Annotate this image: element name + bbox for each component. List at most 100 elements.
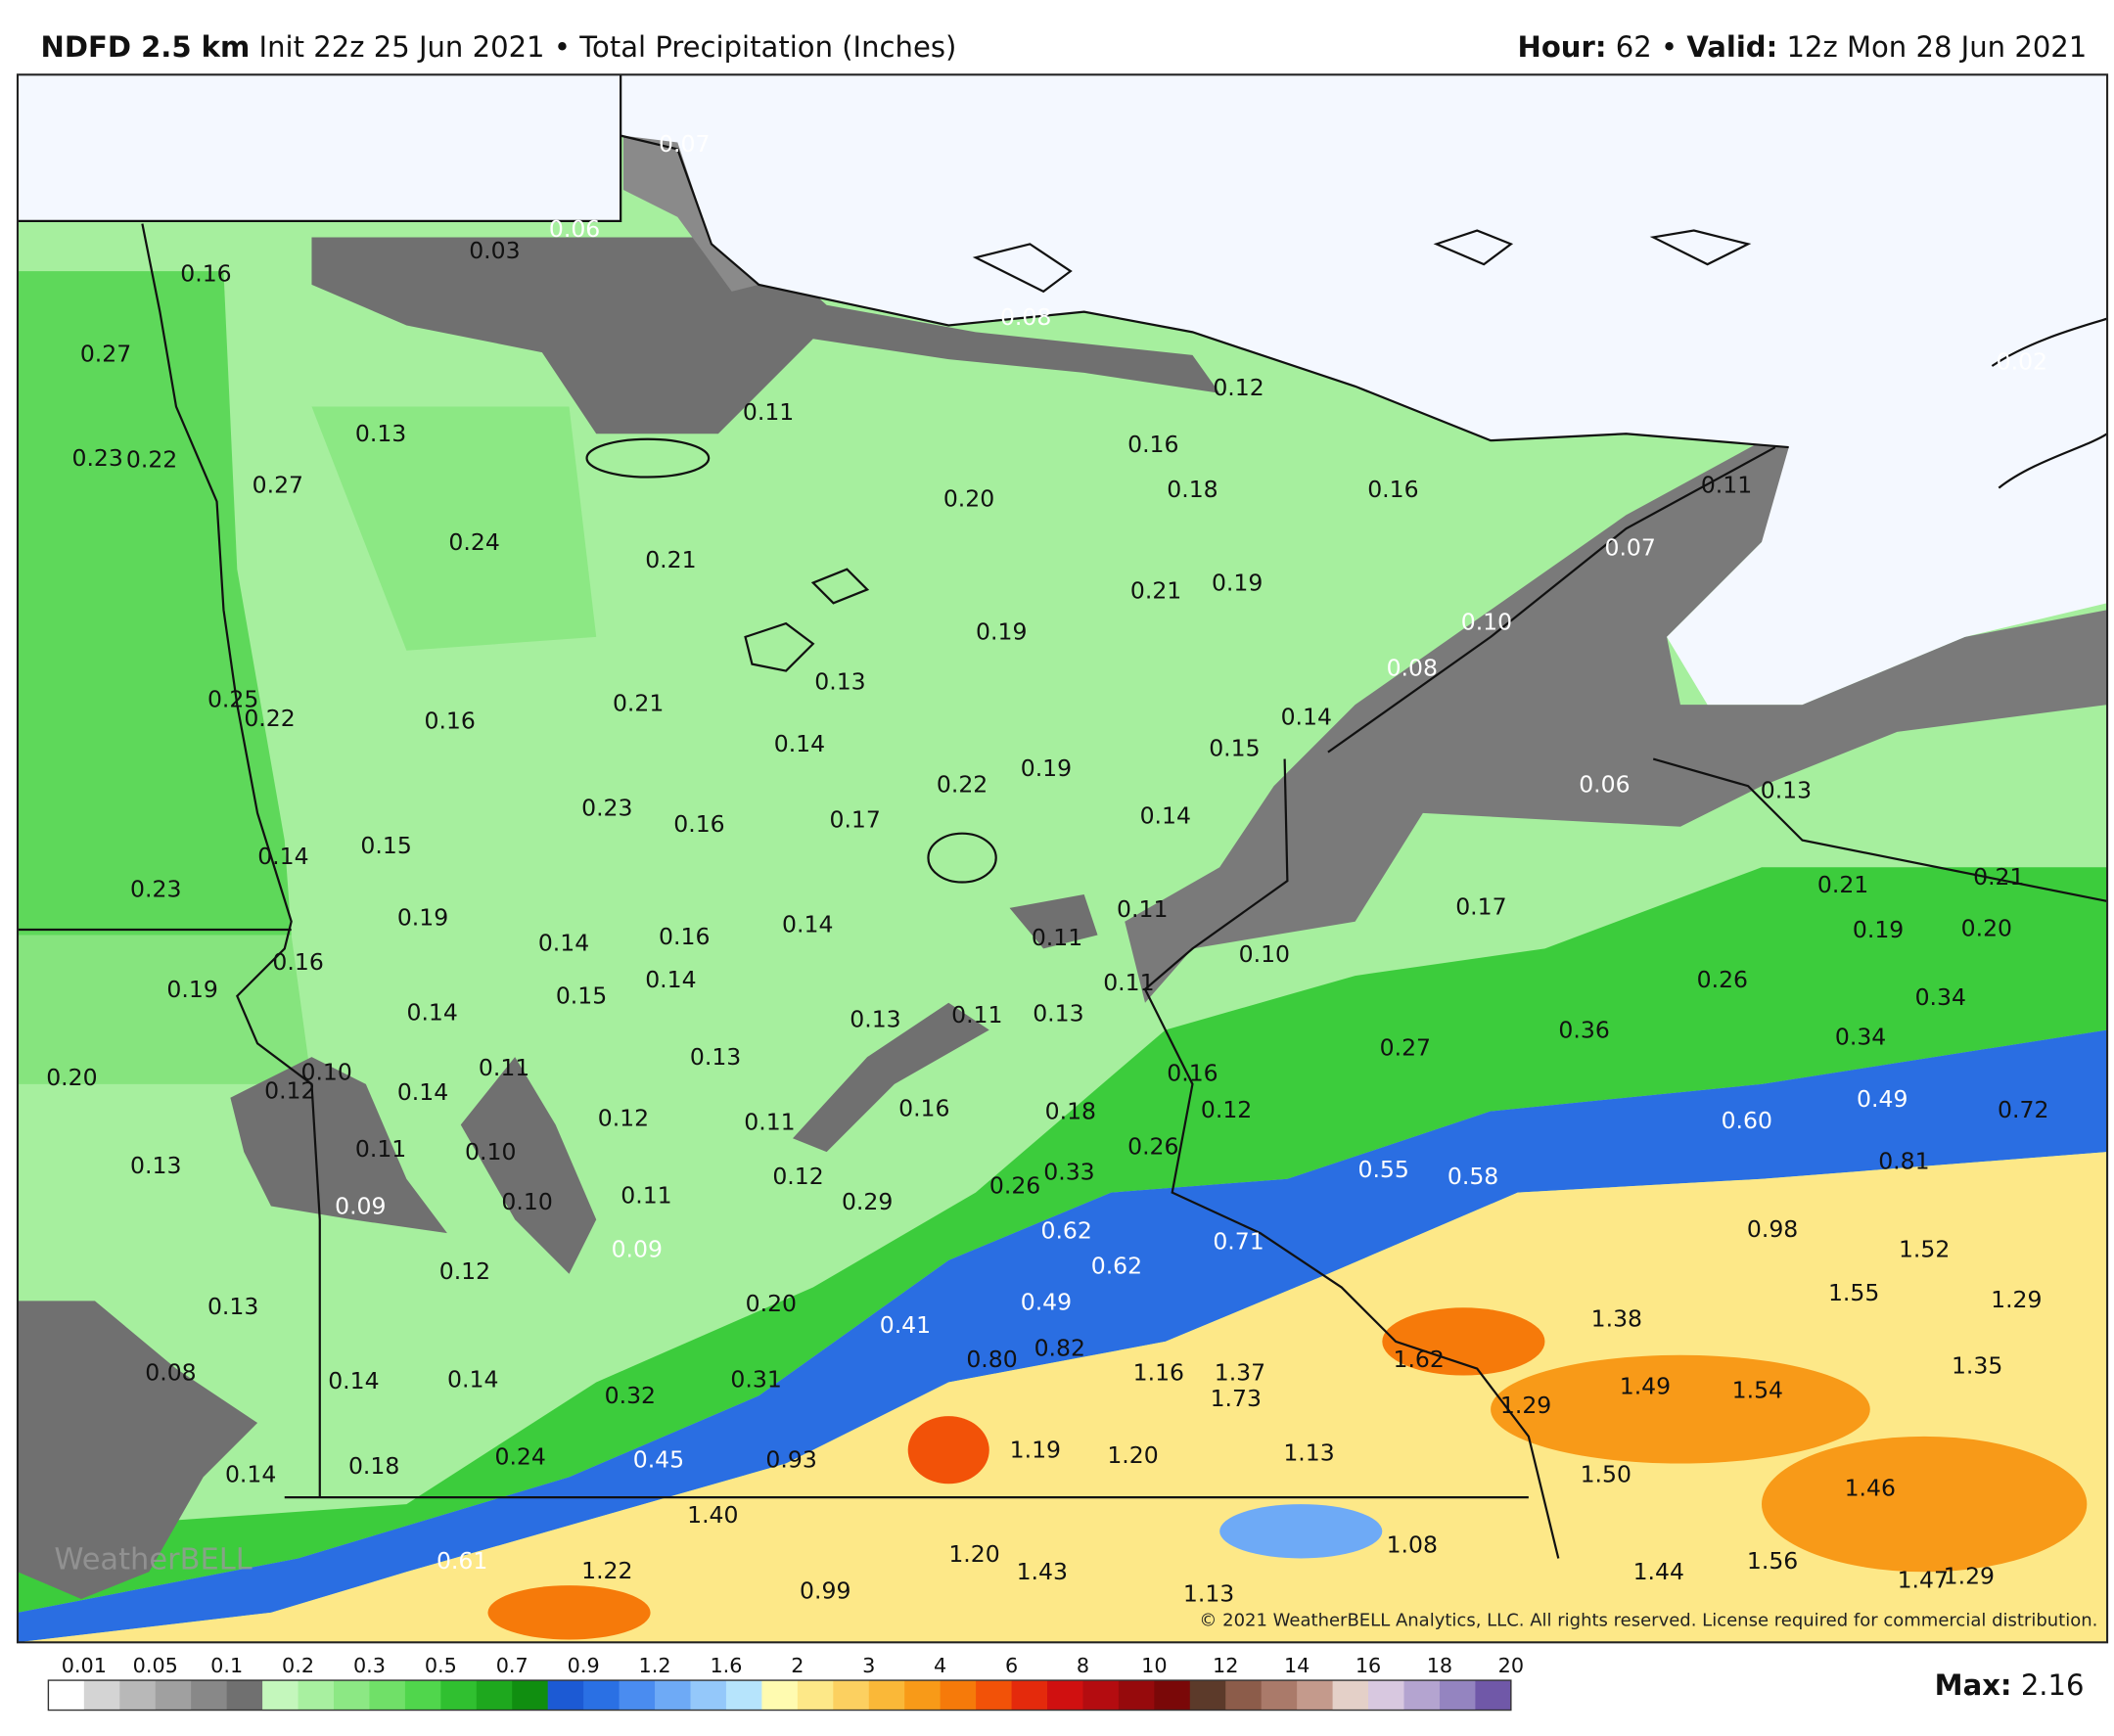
precip-gray — [1125, 434, 2108, 1003]
colorbar-label: 3 — [862, 1654, 875, 1677]
precip-label: 0.12 — [772, 1163, 823, 1190]
precip-label: 0.36 — [1558, 1016, 1609, 1043]
precip-label: 0.32 — [605, 1382, 656, 1409]
canada-white — [18, 74, 621, 221]
precip-label: 1.20 — [1107, 1441, 1158, 1469]
precip-label: 0.19 — [1021, 754, 1072, 782]
colorbar-label: 0.5 — [425, 1654, 457, 1677]
colorbar-swatch — [976, 1680, 1012, 1711]
colorbar-swatch — [333, 1680, 370, 1711]
colorbar-label: 0.7 — [496, 1654, 528, 1677]
precip-label: 0.14 — [645, 966, 696, 993]
precip-label: 1.22 — [581, 1557, 632, 1584]
precip-label: 1.56 — [1747, 1547, 1798, 1575]
precip-label: 0.14 — [328, 1367, 379, 1394]
precip-label: 0.21 — [645, 546, 696, 573]
precip-label: 0.08 — [145, 1359, 196, 1387]
precip-label: 0.10 — [1239, 940, 1290, 968]
colorbar-swatch — [226, 1680, 263, 1711]
colorbar-swatch — [1403, 1680, 1441, 1711]
precip-label: 1.38 — [1591, 1304, 1642, 1332]
precip-label: 1.13 — [1183, 1579, 1234, 1607]
hour-label: Hour: — [1518, 30, 1607, 64]
precip-gray — [311, 237, 1220, 434]
precip-label: 0.11 — [744, 1109, 795, 1136]
precip-label: 0.22 — [126, 445, 177, 473]
precip-orange — [1382, 1307, 1545, 1376]
precip-label: 0.23 — [581, 794, 632, 821]
precip-label: 1.55 — [1828, 1279, 1879, 1306]
colorbar-label: 8 — [1077, 1654, 1089, 1677]
colorbar-swatch — [868, 1680, 905, 1711]
separator: • — [554, 30, 571, 64]
precip-label: 0.13 — [1761, 776, 1812, 803]
precip-label: 1.73 — [1211, 1385, 1262, 1412]
colorbar-swatch — [1368, 1680, 1404, 1711]
colorbar-label: 4 — [934, 1654, 946, 1677]
precip-label: 0.10 — [1461, 609, 1512, 636]
precip-label: 0.17 — [1455, 892, 1506, 920]
colorbar-label: 2 — [791, 1654, 804, 1677]
precip-label: 1.52 — [1899, 1236, 1950, 1263]
precip-label: 0.12 — [1213, 374, 1264, 401]
precip-label: 0.16 — [673, 810, 724, 838]
colorbar-swatch — [797, 1680, 834, 1711]
precip-label: 0.58 — [1448, 1163, 1498, 1190]
precip-label: 0.27 — [80, 340, 131, 367]
precip-label: 0.06 — [1579, 771, 1630, 799]
precip-gray — [622, 135, 759, 292]
precip-label: 0.21 — [1817, 871, 1868, 898]
precip-label: 1.54 — [1732, 1377, 1783, 1404]
precip-orange — [487, 1585, 651, 1640]
colorbar-swatch — [761, 1680, 799, 1711]
border-line — [18, 74, 622, 222]
colorbar-swatch — [655, 1680, 691, 1711]
precip-label: 0.19 — [1212, 569, 1263, 596]
colorbar-swatch — [1225, 1680, 1263, 1711]
colorbar-swatch — [547, 1680, 584, 1711]
colorbar-label: 10 — [1141, 1654, 1167, 1677]
precip-label: 0.14 — [782, 910, 833, 937]
colorbar-swatch — [1189, 1680, 1226, 1711]
border-line — [1652, 757, 2108, 903]
precip-label: 0.19 — [1853, 916, 1904, 943]
precip-label: 0.19 — [166, 976, 217, 1003]
precip-label: 0.99 — [800, 1577, 850, 1605]
precip-label: 0.98 — [1747, 1215, 1798, 1243]
precip-label: 0.62 — [1091, 1252, 1142, 1279]
precip-label: 1.13 — [1283, 1439, 1334, 1466]
precip-label: 0.21 — [613, 690, 664, 717]
precip-label: 0.23 — [130, 875, 181, 902]
precip-label: 0.20 — [1961, 915, 2012, 942]
precip-label: 0.13 — [1033, 1000, 1083, 1028]
precip-label: 0.14 — [407, 998, 458, 1026]
precip-label: 0.26 — [1697, 966, 1748, 993]
colorbar-swatch — [476, 1680, 513, 1711]
border-line — [1143, 758, 1560, 1559]
precip-label: 0.24 — [495, 1443, 546, 1471]
colorbar-swatch — [1439, 1680, 1476, 1711]
precip-label: 0.45 — [633, 1445, 684, 1473]
precip-label: 0.11 — [743, 398, 794, 426]
precip-label: 0.82 — [1034, 1335, 1085, 1362]
precip-label: 0.16 — [898, 1095, 949, 1122]
colorbar-label: 0.05 — [133, 1654, 178, 1677]
precip-label: 0.16 — [272, 948, 323, 976]
precip-label: 0.13 — [355, 420, 406, 447]
precip-label: 0.49 — [1021, 1289, 1072, 1316]
precip-green — [18, 935, 312, 1084]
precip-label: 0.02 — [1997, 348, 2047, 376]
colorbar-swatch — [369, 1680, 406, 1711]
colorbar-label: 14 — [1284, 1654, 1310, 1677]
precip-label: 0.13 — [207, 1293, 258, 1320]
precip-label: 1.29 — [1991, 1286, 2042, 1313]
precip-label: 0.09 — [612, 1236, 663, 1263]
precip-blue-band — [18, 1029, 2108, 1643]
precip-label: 0.71 — [1213, 1227, 1264, 1255]
init-time: Init 22z 25 Jun 2021 — [259, 30, 545, 64]
precip-label: 0.15 — [556, 982, 607, 1010]
colorbar-swatch — [1297, 1680, 1334, 1711]
precip-label: 0.14 — [1281, 704, 1332, 731]
precip-label: 0.14 — [447, 1366, 498, 1393]
